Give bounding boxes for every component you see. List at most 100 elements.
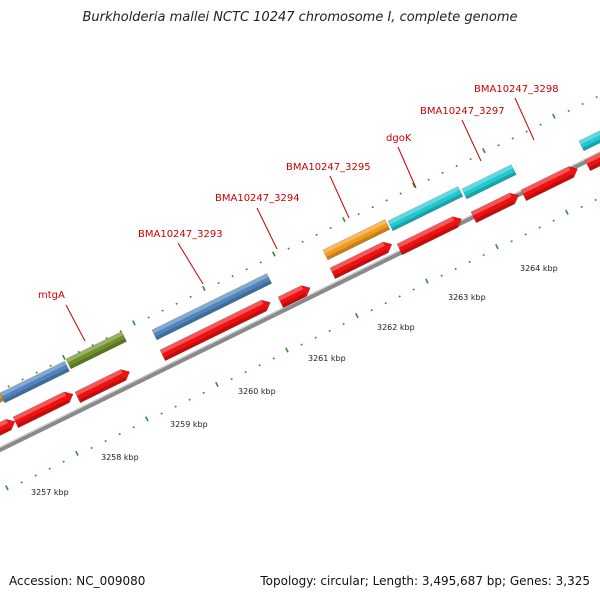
minor-tick <box>510 240 513 243</box>
cds-arrow-7-shade <box>400 224 458 255</box>
major-tick <box>342 216 346 223</box>
feature-block-5 <box>322 219 391 261</box>
cds-arrow-1-shine <box>0 419 8 436</box>
cds-arrow-3 <box>74 369 131 404</box>
minor-tick <box>385 199 388 202</box>
gene-label: mtgA <box>38 290 65 301</box>
feature-block-3-shine <box>66 331 124 363</box>
accession-text: Accession: NC_009080 <box>9 574 146 588</box>
minor-tick <box>259 261 262 264</box>
feature-block-4-shine <box>152 273 269 334</box>
scale-tick-row <box>5 198 597 491</box>
gene-leader-line <box>65 304 86 342</box>
cds-arrow-1-shade <box>0 426 12 443</box>
minor-tick <box>245 268 248 271</box>
gene-label: BMA10247_3298 <box>474 84 559 95</box>
gene-leader-line <box>461 119 482 162</box>
minor-tick <box>35 371 38 374</box>
minor-tick <box>539 123 542 126</box>
scale-label: 3258 kbp <box>101 453 139 462</box>
gene-leader-line <box>397 146 417 189</box>
minor-tick <box>49 364 52 367</box>
genome-stats-text: Topology: circular; Length: 3,495,687 bp… <box>260 574 590 588</box>
minor-tick <box>174 405 177 408</box>
cds-arrow-2-body <box>12 391 74 429</box>
major-tick <box>482 148 486 154</box>
minor-tick <box>342 322 345 326</box>
minor-tick <box>188 398 191 401</box>
feature-block-5-shade <box>326 226 390 260</box>
minor-tick <box>398 295 401 298</box>
upper-tick-row <box>7 95 598 388</box>
gene-leader-line <box>256 207 278 250</box>
minor-tick <box>538 226 541 229</box>
minor-tick <box>440 274 443 277</box>
cds-arrow-4-shade <box>163 307 267 361</box>
cds-arrow-10-shade <box>588 152 600 171</box>
cds-arrow-7-shine <box>397 216 455 248</box>
scale-label: 3262 kbp <box>377 323 415 332</box>
minor-tick <box>230 377 233 381</box>
minor-tick <box>77 350 80 354</box>
minor-tick <box>287 247 290 250</box>
scale-label: 3257 kbp <box>31 488 69 497</box>
major-tick <box>272 251 276 257</box>
cds-arrow-5-shine <box>278 285 304 301</box>
minor-tick <box>90 446 93 450</box>
cds-arrow-10 <box>584 145 600 172</box>
cds-arrow-8-body <box>470 192 519 224</box>
feature-block-1 <box>0 390 4 416</box>
major-tick <box>355 312 359 319</box>
cds-arrow-8 <box>470 192 519 224</box>
feature-block-6-body <box>387 186 464 232</box>
feature-block-4-shade <box>155 280 272 340</box>
major-tick <box>425 278 429 284</box>
minor-tick <box>301 240 304 243</box>
cds-arrow-6 <box>329 241 393 280</box>
gene-label: BMA10247_3293 <box>138 229 223 240</box>
major-tick <box>552 113 556 119</box>
minor-tick <box>511 137 514 140</box>
minor-tick <box>328 329 331 332</box>
minor-tick <box>217 281 220 285</box>
feature-block-7 <box>461 164 517 200</box>
cds-arrow-10-body <box>584 145 600 172</box>
minor-tick <box>454 267 457 270</box>
minor-tick <box>370 309 373 312</box>
minor-tick <box>580 205 583 208</box>
minor-tick <box>104 439 107 443</box>
major-tick <box>565 209 569 215</box>
gene-label: BMA10247_3294 <box>215 193 300 204</box>
feature-block-5-body <box>322 219 391 261</box>
minor-tick <box>524 233 527 236</box>
map-title: Burkholderia mallei NCTC 10247 chromosom… <box>82 10 518 25</box>
feature-block-1-body <box>0 390 4 416</box>
major-tick <box>285 347 289 353</box>
feature-block-3-shade <box>69 338 127 369</box>
minor-tick <box>34 474 37 477</box>
minor-tick <box>91 343 94 347</box>
feature-block-2-shine <box>0 361 67 397</box>
minor-tick <box>160 412 163 415</box>
major-tick <box>5 485 9 491</box>
feature-block-7-body <box>461 164 517 200</box>
minor-tick <box>132 426 135 429</box>
cds-arrow-4-body <box>159 299 271 362</box>
feature-block-8-shine <box>579 123 600 145</box>
minor-tick <box>272 357 275 360</box>
minor-tick <box>412 288 415 291</box>
feature-block-4 <box>151 273 273 341</box>
minor-tick <box>567 109 570 112</box>
cds-arrow-2-shine <box>12 391 66 421</box>
cds-arrow-3-shade <box>78 377 127 403</box>
feature-block-6-shine <box>388 186 460 225</box>
cds-arrow-3-body <box>74 369 131 404</box>
feature-block-2-shade <box>3 368 70 403</box>
minor-tick <box>552 219 555 222</box>
minor-tick <box>525 130 528 133</box>
scale-label: 3261 kbp <box>308 354 346 363</box>
major-tick <box>202 285 206 292</box>
cds-arrow-1 <box>0 418 16 444</box>
cds-arrow-1-body <box>0 418 16 444</box>
gene-leader-line <box>177 242 204 285</box>
